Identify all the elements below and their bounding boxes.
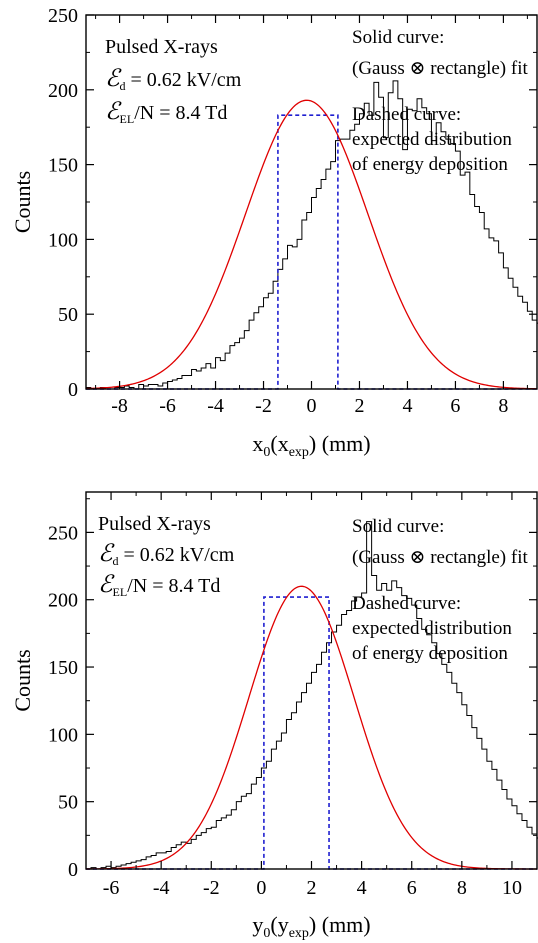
legend-source-label: Pulsed X-rays	[98, 513, 211, 535]
legend-solid-desc: (Gauss ⊗ rectangle) fit	[352, 547, 528, 568]
x-axis-label-sub: 0	[263, 926, 270, 941]
y-tick-label: 100	[48, 724, 78, 746]
y-tick-label: 200	[48, 590, 78, 612]
legend-el-field: ℰEL/N = 8.4 Td	[98, 572, 220, 599]
legend-field-symbol: ℰ	[105, 66, 122, 92]
y-tick-label: 150	[48, 657, 78, 679]
y-tick-label: 250	[48, 5, 78, 27]
y-tick-label: 150	[48, 155, 78, 177]
x-tick-label: -4	[207, 395, 224, 417]
x-tick-label: 6	[407, 877, 417, 899]
legend-el-sub: EL	[120, 112, 135, 126]
legend-solid-desc: (Gauss ⊗ rectangle) fit	[352, 58, 528, 79]
legend-dashed-line1: expected distribution	[352, 129, 512, 150]
legend-dashed-line1: expected distribution	[352, 618, 512, 639]
legend-drift-field: ℰd = 0.62 kV/cm	[105, 66, 242, 93]
y-axis-label: Counts	[10, 171, 35, 233]
legend-el-value: /N = 8.4 Td	[127, 575, 220, 597]
y-tick-label: 50	[58, 792, 78, 814]
x-axis-label-unit: ) (mm)	[309, 912, 371, 937]
y-axis-label: Counts	[10, 649, 35, 711]
gauss-rectangle-fit-curve	[85, 99, 538, 390]
y-tick-label: 0	[68, 379, 78, 401]
x-tick-label: 10	[502, 877, 522, 899]
x-axis-label: x0(xexp) (mm)	[252, 431, 370, 460]
x-axis-label-var: x	[252, 431, 263, 456]
y-tick-label: 200	[48, 80, 78, 102]
x-axis-label-paren: (x	[270, 431, 288, 456]
top-histogram-panel: -8 -6 -4 -2 0 2 4 6 8050100150200250Countsx0(xex…	[10, 5, 538, 460]
x-tick-label: -6	[159, 395, 176, 417]
x-axis-label-paren-sub: exp	[289, 445, 309, 460]
x-tick-label: 4	[357, 877, 367, 899]
x-tick-label: -2	[255, 395, 272, 417]
x-tick-label: 0	[307, 395, 317, 417]
x-axis-label-var: y	[252, 912, 263, 937]
x-tick-label: 8	[457, 877, 467, 899]
legend-drift-value: = 0.62 kV/cm	[119, 544, 235, 566]
legend-el-field: ℰEL/N = 8.4 Td	[105, 99, 227, 126]
y-tick-label: 250	[48, 522, 78, 544]
legend-field-symbol: ℰ	[98, 572, 115, 598]
legend-drift-value: = 0.62 kV/cm	[126, 69, 242, 91]
x-tick-label: -6	[103, 877, 120, 899]
x-axis-label: y0(yexp) (mm)	[252, 912, 370, 941]
legend-field-symbol: ℰ	[105, 99, 122, 125]
y-tick-label: 0	[68, 859, 78, 881]
legend-dashed-line2: of energy deposition	[352, 154, 508, 175]
y-tick-label: 100	[48, 229, 78, 251]
legend-drift-sub: d	[113, 554, 119, 568]
legend-el-sub: EL	[113, 585, 128, 599]
legend-dashed-title: Dashed curve:	[352, 104, 461, 125]
legend-dashed-title: Dashed curve:	[352, 593, 461, 614]
legend-solid-title: Solid curve:	[352, 516, 444, 537]
x-axis-label-paren-sub: exp	[289, 926, 309, 941]
legend-source-label: Pulsed X-rays	[105, 36, 218, 58]
legend-drift-field: ℰd = 0.62 kV/cm	[98, 541, 235, 568]
x-axis-label-sub: 0	[263, 445, 270, 460]
x-tick-label: 8	[498, 395, 508, 417]
x-tick-label: 4	[402, 395, 412, 417]
legend-field-symbol: ℰ	[98, 541, 115, 567]
x-tick-label: 6	[450, 395, 460, 417]
y-tick-label: 50	[58, 304, 78, 326]
x-tick-label: -2	[203, 877, 220, 899]
legend-solid-title: Solid curve:	[352, 27, 444, 48]
legend-el-value: /N = 8.4 Td	[134, 102, 227, 124]
x-axis-label-unit: ) (mm)	[309, 431, 371, 456]
x-tick-label: 2	[354, 395, 364, 417]
x-tick-label: -4	[153, 877, 170, 899]
legend-drift-sub: d	[120, 79, 126, 93]
histogram-series	[86, 80, 538, 390]
histogram-series	[86, 521, 538, 870]
x-tick-label: -8	[111, 395, 128, 417]
bottom-histogram-panel: -6 -4 -2 0 2 4 6 8 10050100150200250Countsy0(yex…	[10, 491, 538, 941]
legend-dashed-line2: of energy deposition	[352, 643, 508, 664]
x-tick-label: 0	[256, 877, 266, 899]
x-axis-label-paren: (y	[270, 912, 288, 937]
x-tick-label: 2	[307, 877, 317, 899]
